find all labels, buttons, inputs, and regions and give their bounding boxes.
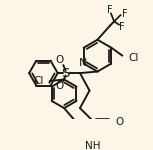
Text: F: F [107, 5, 113, 15]
Text: O: O [55, 55, 63, 65]
Text: O: O [116, 117, 124, 127]
Text: N: N [79, 58, 87, 68]
Text: F: F [122, 9, 127, 19]
Text: Cl: Cl [128, 53, 138, 63]
Text: Cl: Cl [34, 76, 44, 86]
Text: F: F [119, 22, 125, 32]
Text: S: S [62, 67, 70, 80]
Text: NH: NH [85, 141, 101, 150]
Text: O: O [55, 81, 63, 91]
